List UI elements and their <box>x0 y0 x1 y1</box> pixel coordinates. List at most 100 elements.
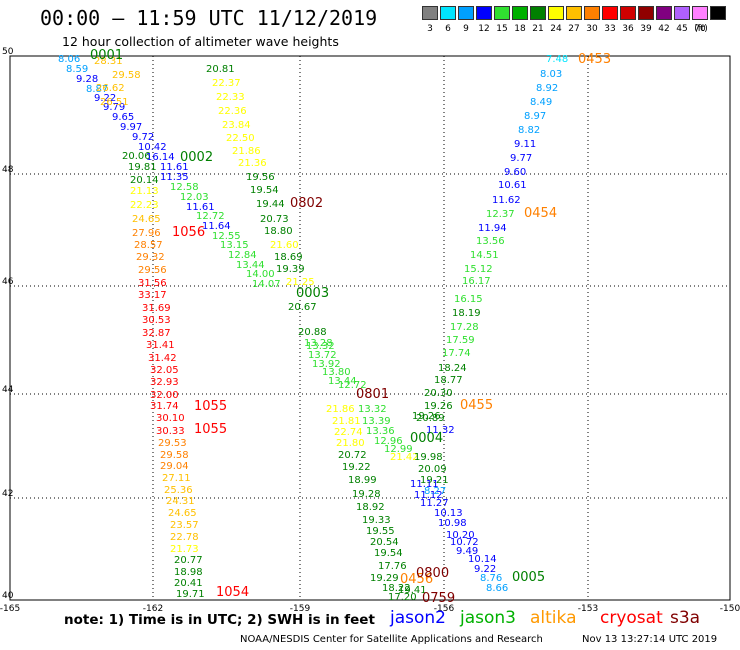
wave-height-observation: 20.54 <box>370 537 399 548</box>
legend-swatch <box>476 6 492 20</box>
legend-label: 12 <box>478 24 490 34</box>
pass-time-label: 0759 <box>422 591 455 606</box>
wave-height-observation: 22.50 <box>226 133 255 144</box>
wave-height-observation: 20.09 <box>418 464 447 475</box>
wave-height-observation: 21.25 <box>286 277 315 288</box>
wave-height-observation: 12.99 <box>384 444 413 455</box>
wave-height-observation: 10.98 <box>438 518 467 529</box>
wave-height-observation: 13.44 <box>236 260 265 271</box>
wave-height-observation: 20.41 <box>174 578 203 589</box>
wave-height-observation: 14.00 <box>246 269 275 280</box>
legend-swatch <box>440 6 456 20</box>
wave-height-observation: 22.33 <box>216 92 245 103</box>
wave-height-observation: 32.93 <box>150 377 179 388</box>
wave-height-observation: 10.20 <box>446 530 475 541</box>
wave-height-observation: 8.87 <box>86 84 108 95</box>
wave-height-observation: 21.80 <box>336 438 365 449</box>
wave-height-observation: 11.35 <box>160 172 189 183</box>
legend-label: 9 <box>463 24 469 34</box>
legend-label: 70 <box>694 24 706 34</box>
wave-height-observation: 11.94 <box>478 223 507 234</box>
wave-height-observation: 19.33 <box>362 515 391 526</box>
wave-height-observation: 13.32 <box>358 404 387 415</box>
wave-height-observation: 11.61 <box>160 162 189 173</box>
wave-height-observation: 9.60 <box>504 167 526 178</box>
wave-height-observation: 18.24 <box>438 363 467 374</box>
footer-note: note: 1) Time is in UTC; 2) SWH is in fe… <box>64 612 375 628</box>
wave-height-observation: 15.12 <box>464 264 493 275</box>
wave-height-observation: 26.51 <box>100 97 129 108</box>
legend-label: 42 <box>658 24 670 34</box>
wave-height-observation: 22.74 <box>334 427 363 438</box>
wave-height-observation: 19.39 <box>276 264 305 275</box>
wave-height-observation: 7.48 <box>546 54 568 65</box>
wave-height-observation: 11.61 <box>186 202 215 213</box>
wave-height-observation: 9.65 <box>112 112 134 123</box>
legend-label: 33 <box>604 24 616 34</box>
wave-height-observation: 22.37 <box>212 78 241 89</box>
wave-height-observation: 12.58 <box>170 182 199 193</box>
satellite-label-altika: altika <box>530 608 577 628</box>
legend-swatch <box>548 6 564 20</box>
wave-height-observation: 20.72 <box>338 450 367 461</box>
wave-height-observation: 8.49 <box>530 97 552 108</box>
wave-height-observation: 20.14 <box>130 175 159 186</box>
legend-label: 3 <box>427 24 433 34</box>
page-subtitle: 12 hour collection of altimeter wave hei… <box>62 34 339 49</box>
wave-height-observation: 29.58 <box>112 70 141 81</box>
legend-swatch <box>692 6 708 20</box>
wave-height-observation: 16.17 <box>462 276 491 287</box>
wave-height-observation: 24.65 <box>168 508 197 519</box>
wave-height-observation: 21.81 <box>332 416 361 427</box>
wave-height-observation: 12.72 <box>196 211 225 222</box>
wave-height-observation: 18.69 <box>274 252 303 263</box>
wave-height-observation: 9.97 <box>120 122 142 133</box>
legend-swatch <box>566 6 582 20</box>
wave-height-observation: 21.60 <box>270 240 299 251</box>
latitude-label: 44 <box>2 385 14 395</box>
legend-swatch <box>512 6 528 20</box>
wave-height-observation: 22.23 <box>130 200 159 211</box>
wave-height-observation: 8.06 <box>58 54 80 65</box>
latitude-label: 46 <box>2 277 14 287</box>
wave-height-observation: 9.77 <box>510 153 532 164</box>
wave-height-observation: 10.13 <box>434 508 463 519</box>
legend-swatch <box>710 6 726 20</box>
wave-height-observation: 11.12 <box>414 490 443 501</box>
wave-height-observation: 20.89 <box>416 413 445 424</box>
wave-height-observation: 13.44 <box>328 376 357 387</box>
wave-height-observation: 11.62 <box>492 195 521 206</box>
wave-height-observation: 28.57 <box>134 240 163 251</box>
latitude-label: 42 <box>2 489 13 499</box>
legend-unit: (ft) <box>694 24 708 34</box>
wave-height-observation: 11.32 <box>426 425 455 436</box>
latitude-label: 40 <box>2 591 14 601</box>
wave-height-observation: 8.03 <box>540 69 562 80</box>
wave-height-observation: 20.77 <box>174 555 203 566</box>
wave-height-observation: 13.72 <box>308 350 337 361</box>
wave-height-observation: 19.56 <box>246 172 275 183</box>
wave-height-observation: 29.32 <box>136 252 165 263</box>
wave-height-observation: 31.42 <box>148 353 177 364</box>
wave-height-observation: 13.92 <box>312 359 341 370</box>
generated-timestamp: Nov 13 13:27:14 UTC 2019 <box>582 634 718 645</box>
pass-time-label: 0801 <box>356 387 389 402</box>
satellite-label-cryosat: cryosat <box>600 608 663 628</box>
wave-height-observation: 19.54 <box>374 548 403 559</box>
wave-height-observation: 11.27 <box>420 498 449 509</box>
wave-height-observation: 10.14 <box>468 554 497 565</box>
wave-height-observation: 18.77 <box>434 375 463 386</box>
wave-height-observation: 21.36 <box>238 158 267 169</box>
wave-height-observation: 27.96 <box>132 228 161 239</box>
wave-height-observation: 8.82 <box>518 125 540 136</box>
wave-height-observation: 20.88 <box>298 327 327 338</box>
pass-time-label: 1054 <box>216 585 249 600</box>
longitude-label: -159 <box>290 604 311 614</box>
wave-height-observation: 16.14 <box>146 152 175 163</box>
wave-height-observation: 21.86 <box>326 404 355 415</box>
map-frame <box>9 55 731 601</box>
page-title: 00:00 – 11:59 UTC 11/12/2019 <box>40 6 378 30</box>
wave-height-observation: 31.56 <box>138 278 167 289</box>
wave-height-observation: 13.80 <box>322 367 351 378</box>
wave-height-observation: 8.92 <box>536 83 558 94</box>
